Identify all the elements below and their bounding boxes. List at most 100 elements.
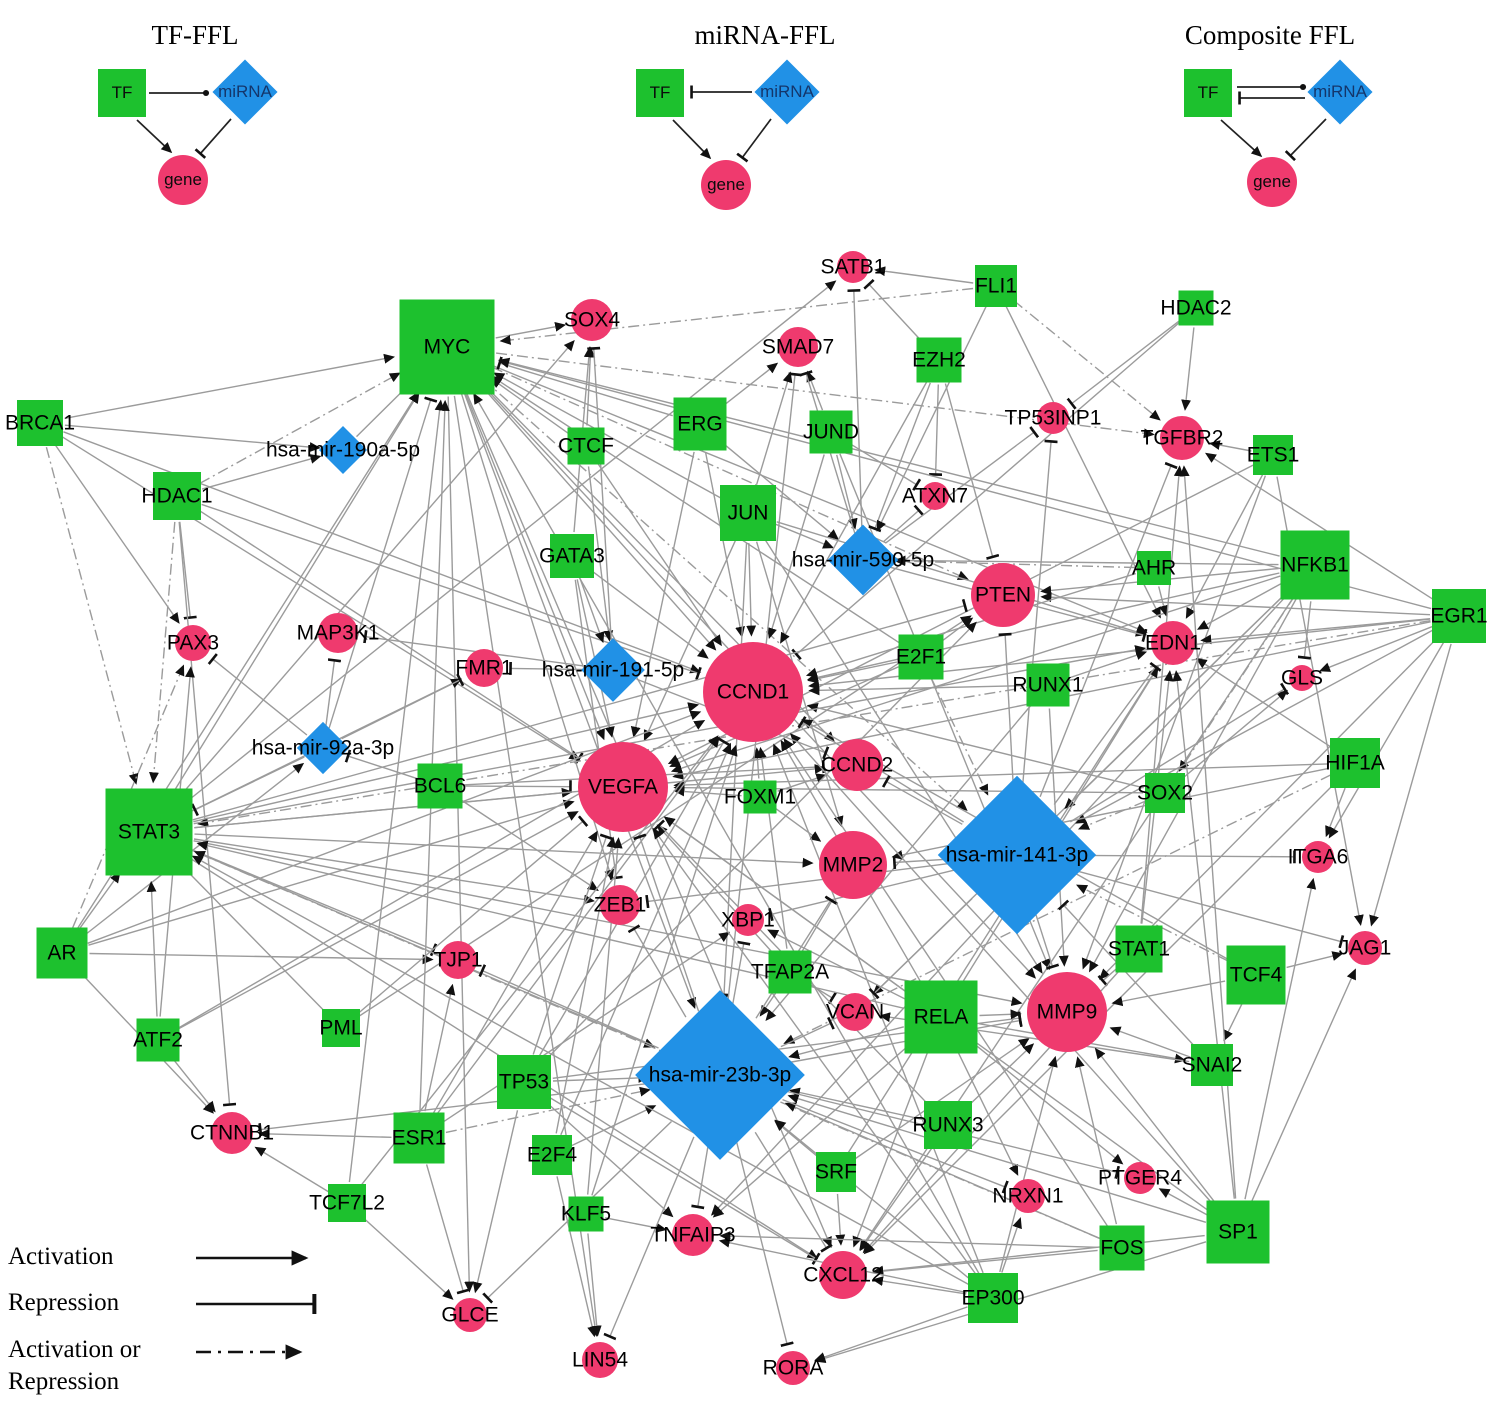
edge-ESR1-CCND1 — [434, 736, 720, 1117]
node-BRCA1 — [17, 400, 63, 446]
edge-ETS1-TGFBR2 — [1208, 440, 1252, 452]
edge-EGR1-PTEN — [1040, 592, 1431, 616]
node-ATF2 — [136, 1018, 180, 1062]
node-label-PAX3: PAX3 — [166, 631, 220, 655]
edge-SP1-EDN1 — [1172, 670, 1235, 1199]
node-label-MYC: MYC — [423, 335, 471, 359]
node-SATB1 — [837, 251, 869, 283]
mirna-ffl-mirna-label: miRNA — [760, 82, 814, 101]
node-TJP1 — [439, 941, 477, 979]
edge-HIF1A-ITGA6 — [1325, 787, 1346, 838]
edge-ATF2-STAT3 — [146, 880, 158, 1017]
node-label-MAP3K1: MAP3K1 — [296, 621, 380, 645]
edge-FLI1-hsa-mir-590-5p — [876, 306, 987, 532]
edge-HIF1A-VEGFA — [673, 763, 1329, 790]
edge-FLI1-MYC — [499, 287, 974, 345]
node-BCL6 — [417, 763, 463, 809]
mirna-ffl-gene-label: gene — [707, 175, 745, 194]
legend-act-or-rep-label-line2: Repression — [8, 1368, 120, 1395]
node-TCF4 — [1226, 945, 1286, 1005]
node-label-STAT1: STAT1 — [1107, 937, 1171, 961]
edge-MYC-SOX4 — [495, 321, 567, 339]
node-RORA — [776, 1351, 810, 1385]
tf-ffl-title: TF-FFL — [151, 20, 239, 50]
edge-SP1-ITGA6 — [1244, 877, 1317, 1200]
edge-JUN-VEGFA — [643, 540, 737, 742]
edge-AHR-hsa-mir-590-5p — [894, 556, 1136, 569]
edge-ESR1-TJP1 — [424, 983, 456, 1112]
node-HDAC2 — [1178, 290, 1214, 326]
node-label-AR: AR — [47, 941, 77, 965]
edge-TCF7L2-CTNNB1 — [254, 1146, 330, 1193]
edge-ESR1-hsa-mir-23b-3p — [445, 1086, 651, 1134]
node-label-E2F1: E2F1 — [895, 645, 947, 669]
edge-FOXM1-CCND2 — [777, 773, 828, 792]
node-label-TGFBR2: TGFBR2 — [1140, 426, 1224, 450]
node-KLF5 — [568, 1196, 604, 1232]
node-label-HDAC1: HDAC1 — [141, 484, 213, 508]
edge-EGR1-MYC — [498, 358, 1432, 610]
edge-hsa-mir-23b-3p-TNFAIP3 — [691, 1141, 710, 1210]
legend-activation-label: Activation — [8, 1243, 114, 1270]
edge-RUNX3-hsa-mir-23b-3p — [788, 1087, 923, 1121]
edge-E2F1-MYC — [491, 375, 901, 645]
edge-hsa-mir-92a-3p-STAT3 — [190, 756, 305, 817]
edge-JUND-CCND1 — [767, 454, 825, 639]
node-label-hsa-mir-190a-5p: hsa-mir-190a-5p — [265, 438, 421, 462]
edge-GATA3-hsa-mir-191-5p — [579, 578, 605, 644]
node-E2F1 — [898, 634, 944, 680]
node-label-CCND1: CCND1 — [716, 680, 790, 704]
node-PTGER4 — [1124, 1162, 1156, 1194]
node-label-PTGER4: PTGER4 — [1097, 1166, 1183, 1190]
edge-TP53-VEGFA — [532, 833, 613, 1055]
edge-STAT3-ZEB1 — [193, 838, 595, 905]
node-EDN1 — [1151, 621, 1195, 665]
edge-PML-STAT3 — [179, 863, 327, 1014]
node-label-FOS: FOS — [1100, 1236, 1144, 1260]
edge-hsa-mir-23b-3p-ZEB1 — [627, 924, 687, 1018]
edge-MYC-hsa-mir-23b-3p — [463, 393, 696, 1009]
node-CCND1 — [703, 642, 803, 742]
edge-HDAC2-TP53INP1 — [1066, 319, 1181, 410]
edge-hsa-mir-141-3p-JAG1 — [1077, 870, 1345, 949]
edge-hsa-mir-590-5p-ATXN7 — [883, 504, 925, 542]
edge-HDAC1-VEGFA — [198, 509, 584, 765]
node-label-TCF7L2: TCF7L2 — [309, 1191, 385, 1215]
edge-FOXM1-VEGFA — [673, 786, 742, 797]
node-label-JUN: JUN — [727, 501, 769, 525]
edge-hsa-mir-141-3p-EDN1 — [1053, 661, 1162, 805]
edge-EGR1-hsa-mir-141-3p — [1075, 629, 1434, 824]
node-label-KLF5: KLF5 — [560, 1202, 612, 1226]
edge-JUND-SMAD7 — [806, 370, 824, 411]
edge-MYC-PTEN — [491, 366, 969, 580]
node-FOS — [1099, 1225, 1145, 1271]
composite-ffl-gene-label: gene — [1253, 172, 1291, 191]
edge-E2F4-hsa-mir-23b-3p — [571, 1105, 657, 1147]
node-VCAN — [836, 993, 874, 1031]
edge-RUNX1-EDN1 — [1070, 650, 1148, 679]
edge-EP300-VEGFA — [652, 827, 978, 1277]
edge-hsa-mir-141-3p-TP53INP1 — [1021, 439, 1058, 793]
edge-FLI1-SATB1 — [874, 266, 974, 284]
tf-ffl-gene-circle — [158, 155, 208, 205]
edge-JUND-hsa-mir-590-5p — [836, 454, 858, 530]
edge-STAT3-CCND2 — [194, 764, 826, 829]
edge-hsa-mir-92a-3p-FMR1 — [341, 673, 465, 740]
node-label-VCAN: VCAN — [825, 1000, 885, 1024]
node-PML — [322, 1009, 360, 1047]
node-AR — [36, 927, 88, 979]
edge-hsa-mir-23b-3p-NRXN1 — [782, 1098, 1009, 1194]
node-TNFAIP3 — [672, 1214, 714, 1256]
edge-HDAC2-CCND1 — [791, 320, 1182, 661]
edge-EZH2-SATB1 — [863, 278, 923, 343]
node-label-SMAD7: SMAD7 — [761, 335, 835, 359]
edge-hsa-mir-23b-3p-TJP1 — [478, 964, 659, 1049]
node-label-AHR: AHR — [1131, 556, 1177, 580]
legend-act-or-rep-label-line1: Activation or — [8, 1336, 141, 1363]
node-JAG1 — [1348, 931, 1382, 965]
edge-ETS1-MMP9 — [1081, 475, 1267, 970]
edge-HDAC1-STAT3 — [149, 521, 176, 784]
edge-CTCF-MYC — [490, 377, 570, 435]
edge-ERG-hsa-mir-590-5p — [721, 441, 839, 540]
